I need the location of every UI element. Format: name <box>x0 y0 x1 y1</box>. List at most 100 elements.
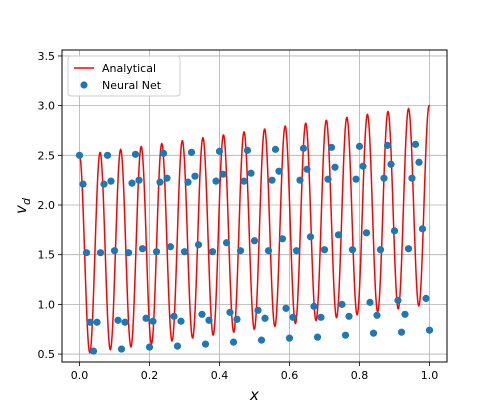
neural-net-point <box>173 342 182 350</box>
neural-net-point <box>156 178 164 186</box>
neural-net-point <box>208 248 217 256</box>
neural-net-point <box>418 225 427 233</box>
neural-net-point <box>285 334 294 342</box>
neural-net-point <box>408 174 416 182</box>
neural-net-point <box>96 249 105 257</box>
legend: Analytical Neural Net <box>67 55 181 97</box>
neural-net-point <box>345 312 353 320</box>
neural-net-point <box>366 298 374 306</box>
neural-net-point <box>317 313 325 321</box>
y-tick-label: 1.0 <box>38 298 56 311</box>
neural-net-point <box>142 314 150 322</box>
analytical-series <box>78 104 431 354</box>
neural-net-point <box>212 177 220 185</box>
y-tick-label: 2.5 <box>38 149 56 162</box>
neural-net-point <box>100 180 108 188</box>
y-tick-label: 0.5 <box>38 348 56 361</box>
neural-net-point <box>348 246 357 254</box>
neural-net-point <box>271 145 280 153</box>
neural-net-point <box>180 248 189 256</box>
y-axis-label: vd <box>12 197 33 214</box>
neural-net-point <box>331 163 339 171</box>
neural-net-point <box>247 169 255 177</box>
y-axis-label-sub: d <box>20 197 33 205</box>
neural-net-point <box>198 310 206 318</box>
neural-net-point <box>355 142 364 150</box>
neural-net-point <box>387 160 395 168</box>
neural-net-point <box>292 247 301 255</box>
x-axis: 0.0 0.2 0.4 0.6 0.8 1.0 <box>71 362 438 382</box>
neural-net-point <box>383 141 392 149</box>
plot-frame <box>61 49 448 363</box>
neural-net-point <box>306 233 315 241</box>
neural-net-point <box>236 247 245 255</box>
neural-net-point <box>369 329 378 337</box>
neural-net-series <box>75 140 434 355</box>
neural-net-point <box>152 248 161 256</box>
neural-net-point <box>110 247 119 255</box>
neural-net-point <box>254 306 262 314</box>
neural-net-point <box>425 326 434 334</box>
neural-net-point <box>135 176 143 184</box>
neural-net-point <box>201 340 210 348</box>
neural-net-point <box>107 177 115 185</box>
legend-analytical-label: Analytical <box>102 62 156 75</box>
neural-net-point <box>310 302 318 310</box>
neural-net-point <box>397 328 406 336</box>
neural-net-point <box>282 304 290 312</box>
neural-net-point <box>215 147 224 155</box>
x-tick-label: 0.4 <box>211 369 229 382</box>
neural-net-point <box>327 143 336 151</box>
x-tick-label: 0.8 <box>351 369 369 382</box>
neural-net-point <box>124 249 133 257</box>
neural-net-point <box>296 176 304 184</box>
neural-net-point <box>341 331 350 339</box>
neural-net-point <box>268 176 276 184</box>
neural-net-point <box>411 140 420 148</box>
y-tick-label: 2.0 <box>38 199 56 212</box>
neural-net-point <box>338 300 346 308</box>
x-tick-label: 0.2 <box>141 369 159 382</box>
x-axis-label: x <box>249 386 259 404</box>
neural-net-point <box>128 179 136 187</box>
neural-net-point <box>159 149 168 157</box>
analytical-line <box>78 104 431 354</box>
neural-net-point <box>243 146 252 154</box>
neural-net-point <box>86 318 94 326</box>
neural-net-point <box>163 174 171 182</box>
neural-net-point <box>89 347 98 355</box>
neural-net-point <box>177 317 185 325</box>
neural-net-point <box>373 311 381 319</box>
neural-net-point <box>131 150 140 158</box>
neural-net-point <box>138 245 147 253</box>
neural-net-point <box>191 172 199 180</box>
neural-net-point <box>275 167 283 175</box>
neural-net-point <box>324 175 332 183</box>
neural-net-point <box>250 237 259 245</box>
neural-net-point <box>170 312 178 320</box>
y-axis-label-base: v <box>12 204 30 214</box>
neural-net-point <box>257 336 266 344</box>
y-tick-label: 3.5 <box>38 50 56 63</box>
neural-net-point <box>404 245 413 253</box>
y-tick-label: 3.0 <box>38 100 56 113</box>
legend-box <box>67 55 181 97</box>
neural-net-point <box>145 343 154 351</box>
neural-net-point <box>313 333 322 341</box>
y-axis: 0.5 1.0 1.5 2.0 2.5 3.0 3.5 <box>38 50 62 361</box>
neural-net-point <box>114 316 122 324</box>
neural-net-point <box>149 317 157 325</box>
neural-net-point <box>278 235 287 243</box>
neural-net-point <box>184 178 192 186</box>
neural-net-point <box>261 314 269 322</box>
neural-net-point <box>401 310 409 318</box>
neural-net-point <box>166 243 175 251</box>
neural-net-point <box>289 313 297 321</box>
neural-net-point <box>264 247 273 255</box>
neural-net-point <box>352 175 360 183</box>
x-tick-label: 0.6 <box>281 369 299 382</box>
neural-net-point <box>422 294 430 303</box>
neural-net-point <box>240 177 248 185</box>
neural-net-point <box>219 170 227 178</box>
